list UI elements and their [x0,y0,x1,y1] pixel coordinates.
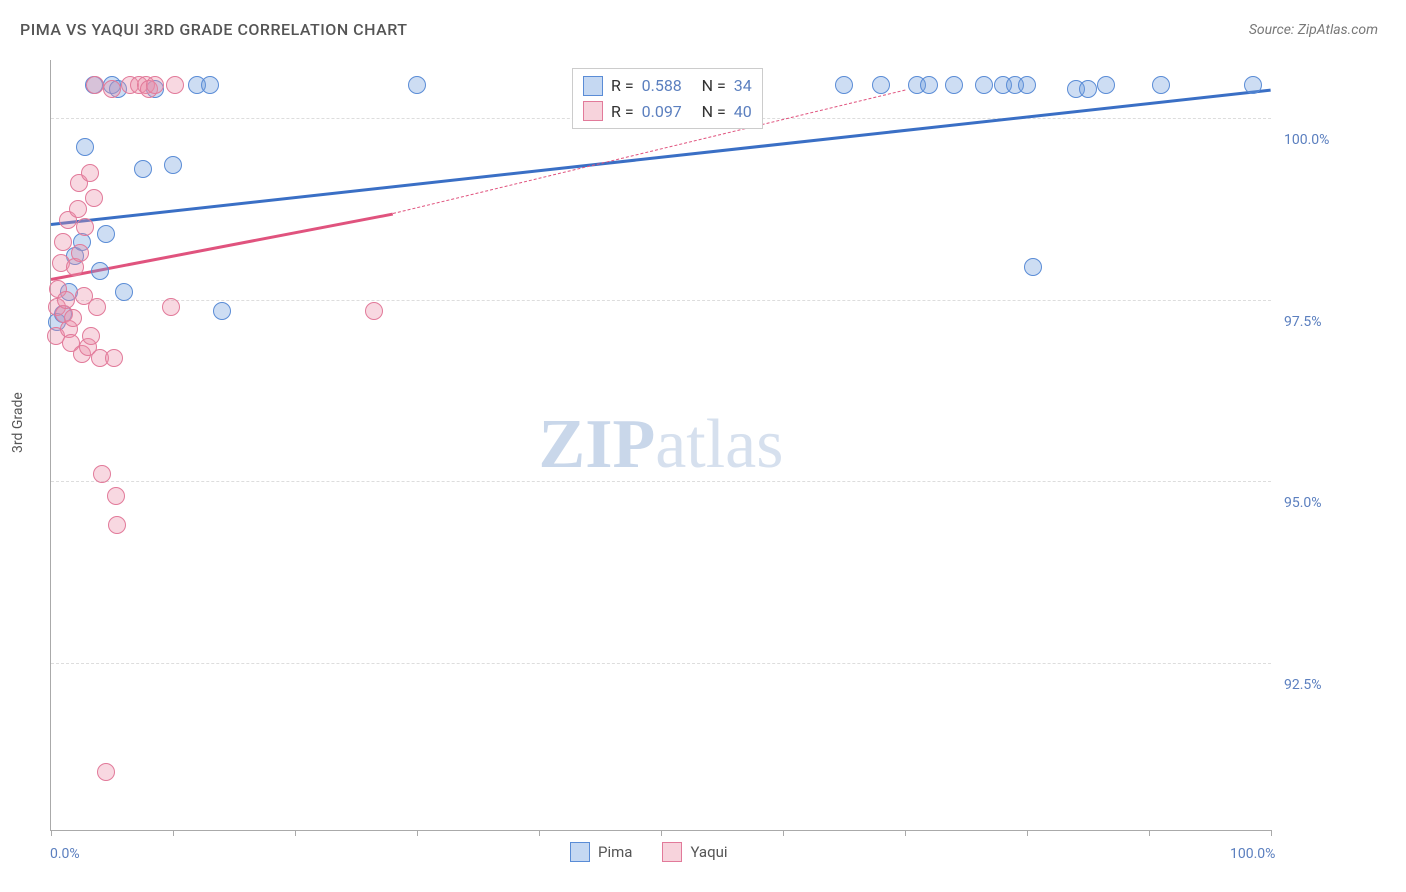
data-point [107,487,125,505]
plot-area: ZIPatlas [50,60,1271,831]
data-point [81,164,99,182]
legend-swatch [583,101,603,121]
y-axis-label: 3rd Grade [10,392,26,453]
legend-item: Pima [570,842,632,862]
legend-swatch [570,842,590,862]
legend-label: Yaqui [690,843,727,861]
chart-container: PIMA VS YAQUI 3RD GRADE CORRELATION CHAR… [0,0,1406,892]
y-tick-label: 97.5% [1284,314,1322,330]
data-point [1152,76,1170,94]
data-point [201,76,219,94]
data-point [71,244,89,262]
data-point [76,138,94,156]
data-point [93,465,111,483]
watermark: ZIPatlas [539,405,784,485]
x-tick [51,830,52,836]
x-tick [1271,830,1272,836]
data-point [91,262,109,280]
data-point [164,156,182,174]
r-label: R = [611,73,634,99]
data-point [88,298,106,316]
gridline [51,663,1271,664]
data-point [1079,80,1097,98]
data-point [69,200,87,218]
data-point [213,302,231,320]
data-point [108,516,126,534]
data-point [1097,76,1115,94]
legend-item: Yaqui [662,842,727,862]
data-point [134,160,152,178]
data-point [1018,76,1036,94]
n-value: 34 [734,73,752,99]
x-tick [783,830,784,836]
watermark-bold: ZIP [539,406,656,483]
legend-stats-row: R = 0.588 N = 34 [583,73,752,99]
x-tick [417,830,418,836]
r-value: 0.097 [642,99,694,125]
data-point [975,76,993,94]
data-point [97,225,115,243]
y-tick-label: 100.0% [1284,132,1329,148]
n-label: N = [702,99,726,125]
x-tick [1149,830,1150,836]
chart-title: PIMA VS YAQUI 3RD GRADE CORRELATION CHAR… [20,20,407,39]
data-point [1024,258,1042,276]
x-tick [173,830,174,836]
n-value: 40 [734,99,752,125]
y-tick-label: 95.0% [1284,495,1322,511]
r-value: 0.588 [642,73,694,99]
series-legend: Pima Yaqui [570,842,728,862]
data-point [945,76,963,94]
x-tick [661,830,662,836]
data-point [97,763,115,781]
x-tick [295,830,296,836]
data-point [86,76,104,94]
data-point [85,189,103,207]
source-label: Source: ZipAtlas.com [1249,22,1378,38]
gridline [51,300,1271,301]
data-point [365,302,383,320]
data-point [115,283,133,301]
data-point [103,80,121,98]
legend-swatch [583,76,603,96]
data-point [105,349,123,367]
x-max-label: 100.0% [1230,846,1275,862]
legend-swatch [662,842,682,862]
data-point [166,76,184,94]
data-point [76,218,94,236]
x-tick [1027,830,1028,836]
data-point [408,76,426,94]
data-point [1244,76,1262,94]
x-tick [905,830,906,836]
legend-label: Pima [598,843,632,861]
data-point [57,291,75,309]
data-point [835,76,853,94]
gridline [51,481,1271,482]
r-label: R = [611,99,634,125]
data-point [920,76,938,94]
y-tick-label: 92.5% [1284,677,1322,693]
legend-stats-row: R = 0.097 N = 40 [583,99,752,125]
watermark-light: atlas [655,406,783,483]
correlation-legend: R = 0.588 N = 34 R = 0.097 N = 40 [572,68,763,129]
data-point [82,327,100,345]
data-point [872,76,890,94]
n-label: N = [702,73,726,99]
data-point [162,298,180,316]
x-min-label: 0.0% [50,846,80,862]
data-point [54,233,72,251]
x-tick [539,830,540,836]
data-point [146,76,164,94]
data-point [64,309,82,327]
